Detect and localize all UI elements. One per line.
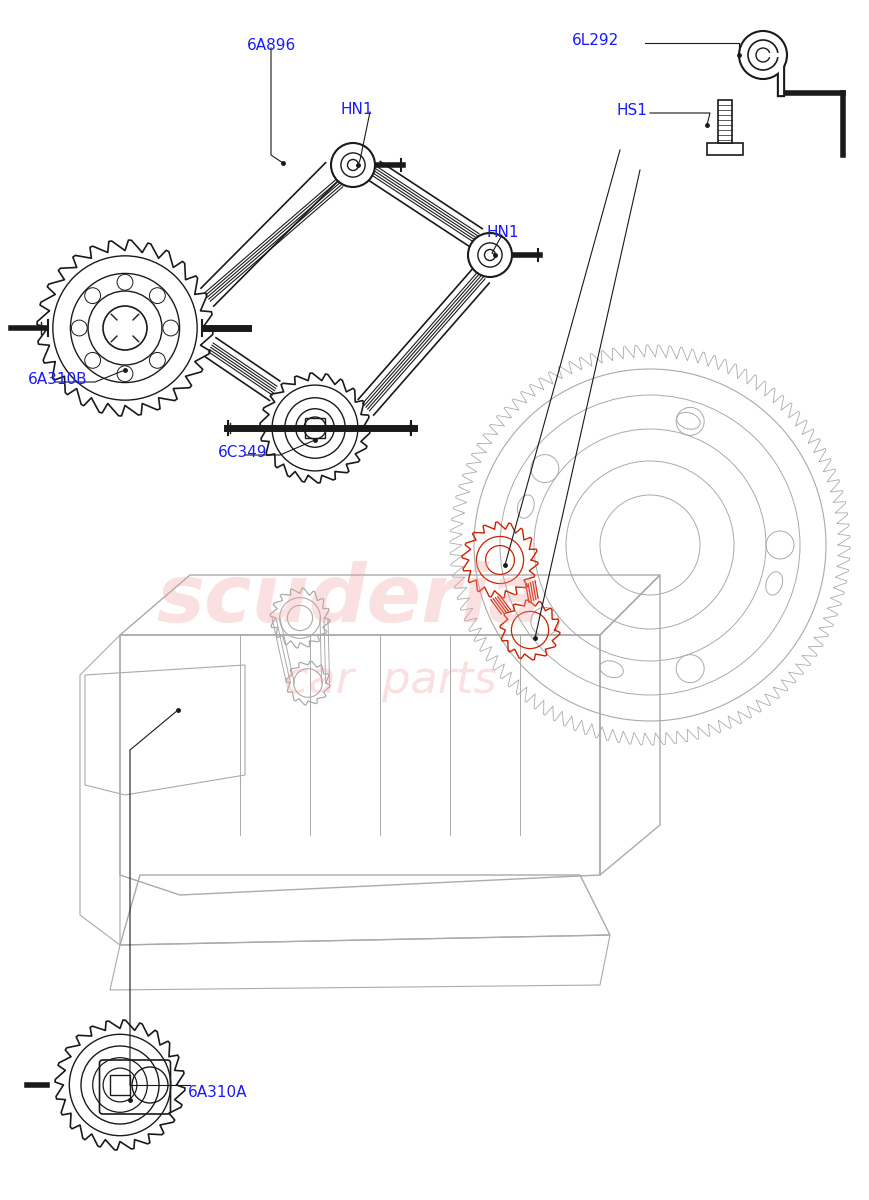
Text: 6L292: 6L292 bbox=[572, 32, 620, 48]
FancyBboxPatch shape bbox=[718, 100, 732, 143]
FancyBboxPatch shape bbox=[99, 1060, 170, 1114]
FancyBboxPatch shape bbox=[707, 143, 743, 155]
Circle shape bbox=[739, 31, 787, 79]
Circle shape bbox=[331, 143, 375, 187]
Text: 6C349: 6C349 bbox=[218, 445, 268, 460]
Text: HS1: HS1 bbox=[617, 103, 648, 118]
Text: car  parts: car parts bbox=[283, 659, 496, 702]
Text: 6A310A: 6A310A bbox=[188, 1085, 248, 1100]
Text: 6A310B: 6A310B bbox=[28, 372, 88, 386]
Text: HN1: HN1 bbox=[340, 102, 373, 116]
Circle shape bbox=[468, 233, 512, 277]
Text: 6A896: 6A896 bbox=[247, 38, 296, 53]
Text: scuderia: scuderia bbox=[156, 560, 543, 638]
Circle shape bbox=[132, 1067, 168, 1103]
Text: HN1: HN1 bbox=[486, 226, 519, 240]
